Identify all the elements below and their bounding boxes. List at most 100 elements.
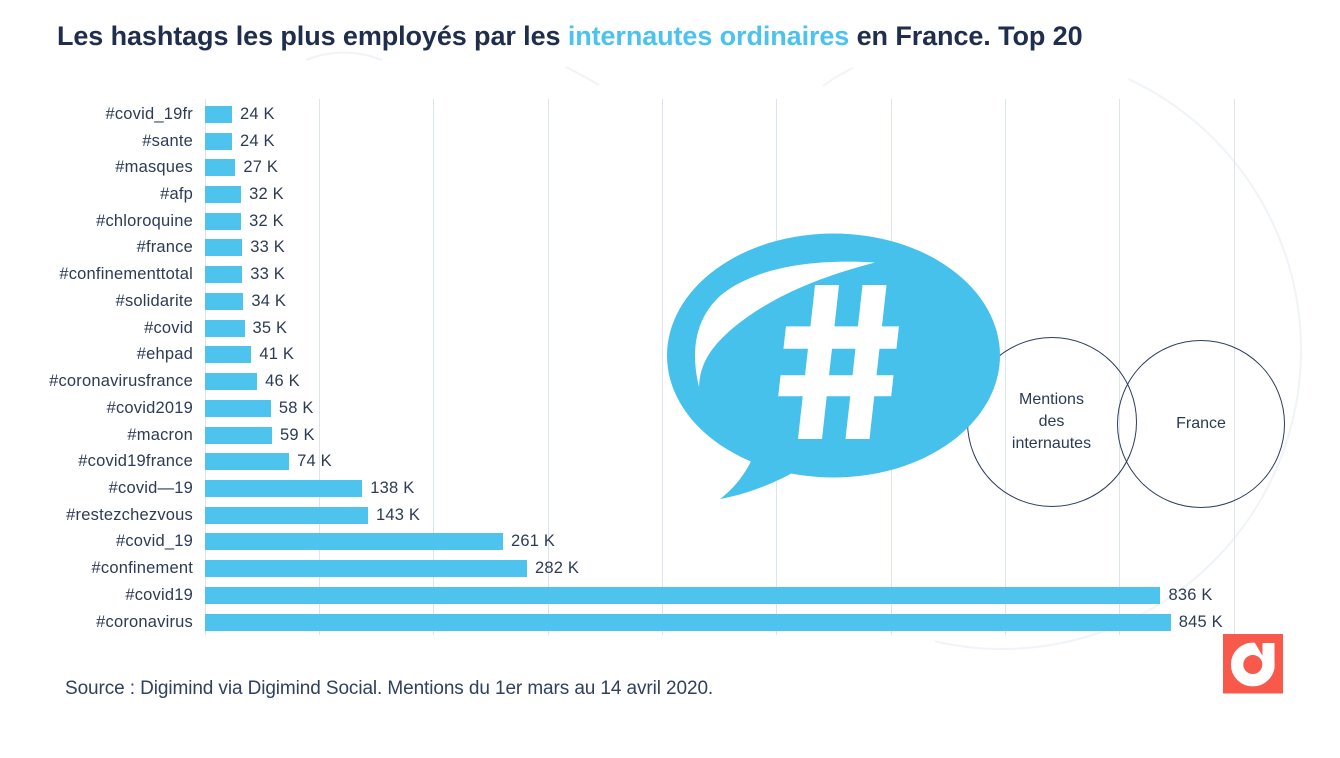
bar	[204, 480, 363, 498]
category-label: #coronavirusfrance	[49, 372, 193, 391]
chart-row: #covid 35 K	[0, 315, 1340, 342]
hashtag-icon	[778, 285, 899, 439]
faint-arc-right	[822, 67, 854, 87]
page-title: Les hashtags les plus employés par les i…	[57, 21, 1083, 51]
bar	[204, 613, 1171, 631]
bar	[204, 266, 243, 284]
value-label: 58 K	[278, 398, 314, 417]
bar	[204, 399, 271, 417]
gridline	[661, 99, 663, 635]
value-label: 836 K	[1168, 585, 1213, 604]
bar	[204, 105, 232, 123]
faint-circle-arc	[934, 78, 1302, 650]
category-label: #confinement	[91, 559, 193, 578]
faint-arc-left	[565, 66, 600, 86]
value-label: 35 K	[252, 318, 288, 337]
category-label: #covid_19fr	[105, 104, 193, 123]
chart-row: #covid2019 58 K	[0, 395, 1340, 422]
venn-line: des	[1038, 413, 1065, 430]
category-label: #afp	[160, 184, 193, 203]
chart-row: #france 33 K	[0, 234, 1340, 261]
chart-row: #chloroquine 32 K	[0, 208, 1340, 235]
chart-row: #confinementtotal 33 K	[0, 261, 1340, 288]
category-label: #covid—19	[108, 479, 193, 498]
value-label: 143 K	[376, 505, 421, 524]
category-label: #solidarite	[115, 291, 193, 310]
gridline	[1119, 99, 1121, 635]
faint-arc-peak	[305, 51, 383, 61]
category-label: #sante	[142, 131, 193, 150]
value-label: 138 K	[370, 479, 415, 498]
value-label: 24 K	[239, 131, 275, 150]
chart-row: #ehpad 41 K	[0, 341, 1340, 368]
gridline	[547, 99, 549, 635]
category-label: #covid19france	[78, 452, 193, 471]
chart-row: #covid19france 74 K	[0, 448, 1340, 475]
category-label: #covid2019	[106, 398, 193, 417]
value-label: 34 K	[251, 291, 287, 310]
chart-row: #afp 32 K	[0, 181, 1340, 208]
chart-row: #covid_19 261 K	[0, 528, 1340, 555]
chart-row: #restezchezvous 143 K	[0, 502, 1340, 529]
chart-row: #covid—19 138 K	[0, 475, 1340, 502]
chart-row: #coronavirusfrance 46 K	[0, 368, 1340, 395]
bar	[204, 586, 1161, 604]
chart-row: #confinement 282 K	[0, 555, 1340, 582]
value-label: 32 K	[249, 211, 284, 230]
category-label: #covid19	[125, 585, 193, 604]
chart-row: #masques 27 K	[0, 154, 1340, 181]
bar	[204, 533, 503, 551]
chart-row: #covid_19fr 24 K	[0, 101, 1340, 128]
bar	[204, 560, 527, 578]
chart-row: #coronavirus 845 K	[0, 609, 1340, 636]
bar	[204, 506, 369, 524]
bar	[204, 346, 252, 364]
source-note: Source : Digimind via Digimind Social. M…	[65, 678, 714, 699]
bar	[204, 159, 236, 177]
bar	[204, 426, 272, 444]
bar	[204, 453, 290, 471]
value-label: 32 K	[249, 184, 284, 203]
category-label: #france	[136, 238, 193, 257]
value-label: 33 K	[250, 265, 285, 284]
chart-row: #sante 24 K	[0, 128, 1340, 155]
logo-stem	[1262, 643, 1275, 669]
bar	[204, 239, 243, 257]
chart-row: #macron 59 K	[0, 422, 1340, 449]
value-label: 41 K	[259, 345, 295, 364]
value-label: 24 K	[239, 104, 275, 123]
venn-label-mentions: Mentions des internautes	[1012, 389, 1091, 455]
value-label: 33 K	[250, 238, 285, 257]
gridline	[204, 99, 206, 635]
gridline	[318, 99, 320, 635]
category-label: #covid_19	[115, 532, 193, 551]
title-prefix: Les hashtags les plus employés par les	[57, 21, 568, 51]
category-label: #confinementtotal	[59, 265, 193, 284]
category-label: #restezchezvous	[66, 505, 193, 524]
venn-circle-france: France	[1117, 340, 1285, 508]
bar	[204, 185, 242, 203]
venn-line: France	[1176, 415, 1226, 432]
bar	[204, 132, 232, 150]
category-label: #coronavirus	[96, 612, 193, 631]
value-label: 74 K	[297, 452, 332, 471]
bubble-highlight-swoosh	[695, 261, 875, 387]
speech-bubble-tail	[720, 438, 806, 499]
bar	[204, 319, 245, 337]
category-label: #macron	[127, 425, 193, 444]
value-label: 261 K	[510, 532, 556, 551]
category-label: #masques	[115, 158, 193, 177]
chart-row: #covid19 836 K	[0, 582, 1340, 609]
bar	[204, 212, 242, 230]
title-suffix: en France. Top 20	[849, 21, 1083, 51]
venn-line: internautes	[1011, 435, 1092, 452]
value-label: 845 K	[1178, 612, 1223, 631]
logo-notch	[1253, 640, 1264, 657]
title-highlight: internautes ordinaires	[567, 21, 850, 51]
gridline	[433, 99, 435, 635]
digimind-logo	[1223, 634, 1283, 694]
bar	[204, 373, 258, 391]
venn-label-france: France	[1176, 413, 1226, 435]
